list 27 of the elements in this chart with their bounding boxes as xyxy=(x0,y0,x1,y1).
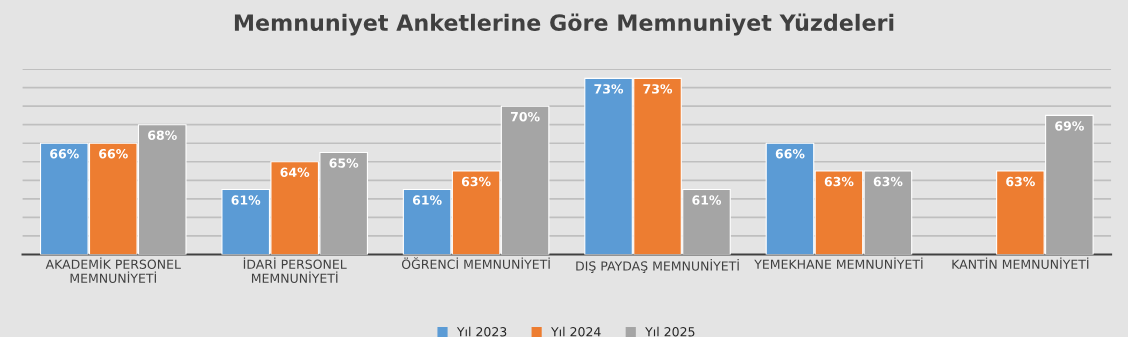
data-label: 69% xyxy=(1055,121,1084,131)
data-label: 64% xyxy=(280,167,310,177)
data-label: 73% xyxy=(643,84,673,94)
data-label: 73% xyxy=(594,84,624,94)
data-label: 63% xyxy=(824,176,854,187)
data-label: 63% xyxy=(461,176,491,187)
x-tick-label: ÖĞRENCİ MEMNUNİYETİ xyxy=(401,257,550,269)
data-label: 61% xyxy=(412,195,442,205)
legend-label: Yıl 2024 xyxy=(550,326,601,337)
x-tick-label: İDARİ PERSONEL MEMNUNİYETİ xyxy=(243,257,347,283)
x-tick-label: DIŞ PAYDAŞ MEMNUNİYETİ xyxy=(576,259,739,273)
data-label: 68% xyxy=(148,130,177,140)
data-label: 66% xyxy=(775,149,805,159)
data-label: 66% xyxy=(99,149,128,159)
data-label: 65% xyxy=(329,158,359,168)
x-tick-label: KANTİN MEMNUNİYETİ xyxy=(952,257,1089,269)
x-tick-label: AKADEMİK PERSONEL MEMNUNİYETİ xyxy=(45,257,181,283)
legend-label: Yıl 2025 xyxy=(645,326,695,337)
data-label: 61% xyxy=(692,195,722,205)
data-label: 66% xyxy=(50,149,79,159)
data-label: 63% xyxy=(1006,176,1035,187)
x-tick-label: YEMEKHANE MEMNUNİYETİ xyxy=(754,257,923,269)
chart-title: Memnuniyet Anketlerine Göre Memnuniyet Yüzdeleri xyxy=(234,13,894,36)
legend-label: Yıl 2023 xyxy=(456,326,507,337)
data-label: 61% xyxy=(231,195,261,205)
data-label: 70% xyxy=(510,111,540,122)
data-label: 63% xyxy=(873,176,903,187)
